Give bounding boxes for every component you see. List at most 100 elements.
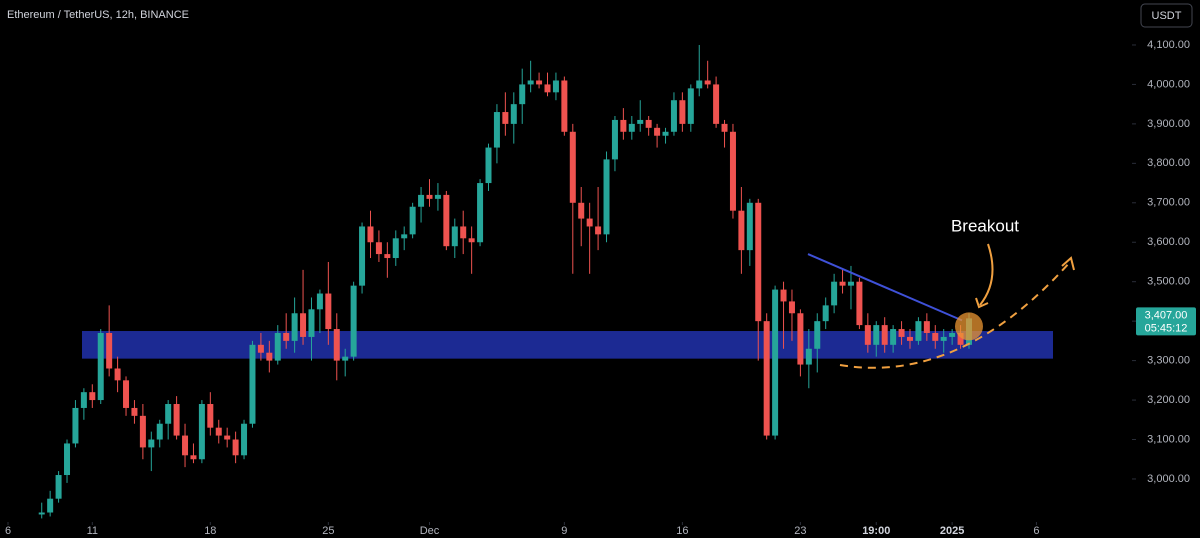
candle-body: [569, 131, 576, 203]
candle-body: [645, 119, 652, 128]
candle-body: [755, 202, 762, 322]
x-tick-label: 23: [794, 525, 806, 537]
candle-body: [401, 234, 408, 239]
candle-body: [890, 329, 897, 345]
candle-body: [316, 293, 323, 310]
projection-arrow-head: [1061, 256, 1075, 271]
candle-body: [97, 332, 104, 401]
candle-body: [359, 226, 366, 286]
y-tick-label: 4,000.00: [1147, 78, 1190, 90]
candle-body: [165, 404, 172, 424]
y-tick-label: 3,700.00: [1147, 197, 1190, 209]
candle-body: [847, 281, 854, 286]
candle-body: [224, 435, 231, 440]
candle-body: [527, 80, 534, 85]
candle-body: [679, 100, 686, 124]
candle-body: [814, 321, 821, 349]
candle-body: [409, 206, 416, 235]
y-tick-label: 3,100.00: [1147, 433, 1190, 445]
candle-body: [64, 443, 71, 476]
candle-body: [89, 392, 96, 401]
candle-body: [738, 210, 745, 251]
candle-body: [831, 281, 838, 306]
candle-body: [788, 301, 795, 314]
candle-body: [283, 332, 290, 341]
candle-body: [477, 183, 484, 243]
annotation-arrow-head: [975, 297, 989, 309]
candle-body: [468, 238, 475, 243]
candle-body: [325, 293, 332, 330]
x-tick-label: 19:00: [862, 525, 890, 537]
candle-body: [940, 336, 947, 341]
candle-body: [780, 289, 787, 302]
price-countdown: 05:45:12: [1145, 322, 1188, 334]
y-tick-label: 3,000.00: [1147, 473, 1190, 485]
currency-button[interactable]: USDT: [1152, 10, 1182, 22]
candle-body: [384, 254, 391, 259]
candle-body: [654, 127, 661, 136]
candle-body: [443, 194, 450, 247]
candle-body: [611, 119, 618, 160]
candle-body: [300, 313, 307, 337]
candle-body: [426, 194, 433, 199]
y-tick-label: 4,100.00: [1147, 39, 1190, 51]
candle-body: [131, 407, 138, 416]
candle-body: [308, 309, 315, 337]
x-tick-label: 11: [87, 525, 98, 537]
chart-title: Ethereum / TetherUS, 12h, BINANCE: [7, 9, 189, 21]
candle-body: [839, 281, 846, 286]
candle-body: [637, 119, 644, 124]
candle-body: [561, 80, 568, 132]
candle-body: [552, 80, 559, 93]
support-zone: [82, 331, 1053, 359]
candle-body: [898, 329, 905, 337]
candle-body: [502, 112, 509, 124]
candle-body: [856, 281, 863, 326]
candle-body: [47, 498, 54, 513]
candle-body: [915, 321, 922, 341]
currency-button-box[interactable]: [1140, 3, 1193, 28]
candle-body: [72, 407, 79, 444]
candle-body: [544, 84, 551, 93]
annotation-arrow: [979, 243, 994, 306]
candle-body: [232, 439, 239, 456]
candle-body: [55, 475, 62, 499]
candle-body: [595, 226, 602, 235]
trendline: [807, 253, 963, 322]
candle-body: [620, 119, 627, 132]
candle-body: [519, 84, 526, 105]
candle-body: [291, 313, 298, 341]
candle-body: [198, 404, 205, 460]
candle-body: [241, 423, 248, 456]
candle-body: [350, 285, 357, 357]
candle-body: [957, 332, 964, 345]
candle-body: [418, 194, 425, 207]
candle-body: [510, 104, 517, 124]
candle-body: [38, 512, 45, 515]
price-label: 3,407.00: [1145, 309, 1188, 321]
candle-body: [932, 332, 939, 341]
y-tick-label: 3,900.00: [1147, 118, 1190, 130]
candle-body: [746, 202, 753, 251]
candle-body: [114, 368, 121, 381]
candle-body: [139, 415, 146, 448]
candle-body: [704, 80, 711, 85]
candle-body: [729, 131, 736, 211]
candle-body: [460, 226, 467, 239]
candle-body: [485, 147, 492, 184]
candle-body: [148, 439, 155, 448]
candle-body: [864, 325, 871, 345]
candle-body: [434, 194, 441, 199]
candle-body: [805, 348, 812, 365]
candle-body: [822, 305, 829, 322]
x-tick-label: 2025: [940, 525, 964, 537]
candle-body: [80, 392, 87, 408]
candle-body: [906, 336, 913, 341]
candle-body: [603, 159, 610, 235]
candle-body: [763, 321, 770, 436]
candle-body: [123, 380, 130, 408]
candle-body: [586, 218, 593, 227]
x-tick-label: 25: [322, 525, 334, 537]
candle-body: [333, 329, 340, 361]
